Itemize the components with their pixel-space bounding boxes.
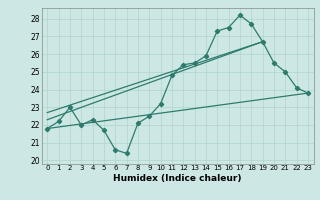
X-axis label: Humidex (Indice chaleur): Humidex (Indice chaleur) (113, 174, 242, 183)
